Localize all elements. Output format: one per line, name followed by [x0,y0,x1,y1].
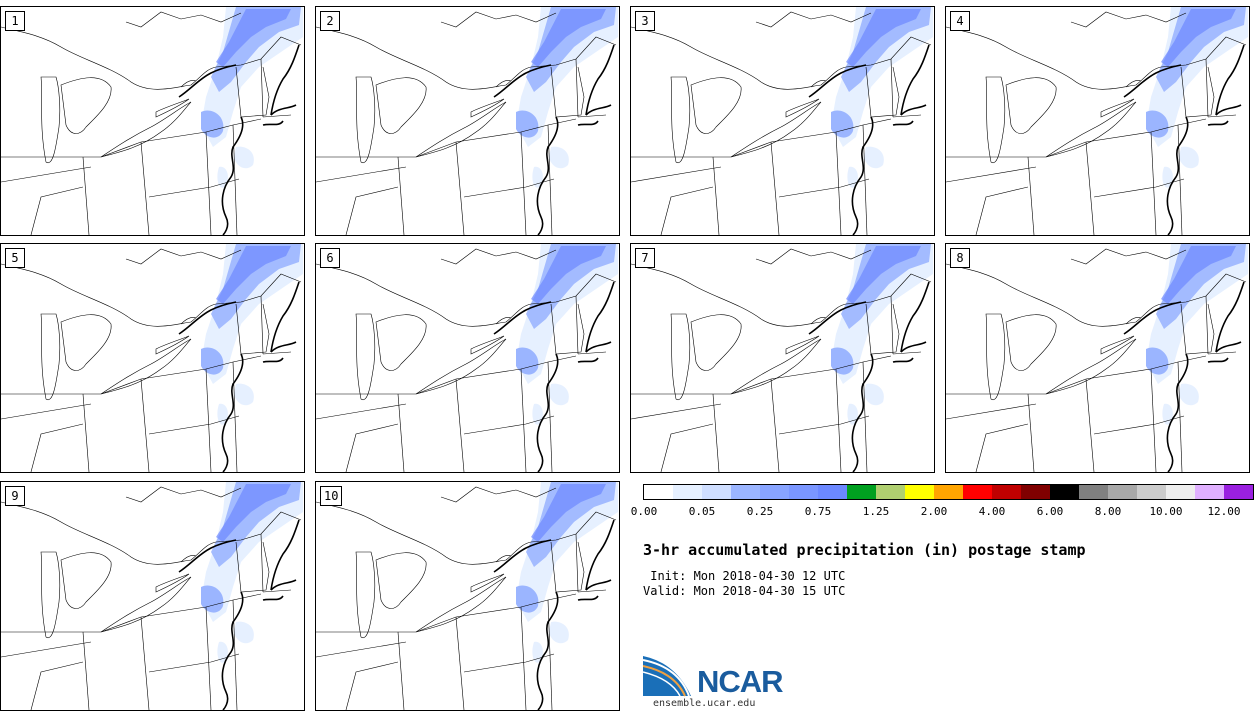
ncar-logo-text: NCAR [697,664,784,699]
map-panel: 9 [0,481,305,711]
init-time: Init: Mon 2018-04-30 12 UTC [643,569,846,583]
map-panel: 2 [315,6,620,236]
colorbar-tick-label: 10.00 [1149,505,1183,518]
map-outline [631,244,933,472]
colorbar-tick-label: 8.00 [1094,505,1122,518]
map-panel: 8 [945,243,1250,473]
member-number-label: 8 [950,248,970,268]
member-number-label: 6 [320,248,340,268]
map-outline [946,244,1248,472]
colorbar-tick-label: 0.00 [630,505,658,518]
colorbar-tick-label: 12.00 [1207,505,1241,518]
member-number-label: 2 [320,11,340,31]
colorbar-segment [1195,485,1224,499]
colorbar-segment [876,485,905,499]
map-panel: 4 [945,6,1250,236]
colorbar-segment [644,485,673,499]
colorbar-tick-label: 1.25 [862,505,890,518]
map-panel: 1 [0,6,305,236]
map-outline [1,482,303,710]
map-panel: 6 [315,243,620,473]
map-outline [1,7,303,235]
colorbar-segment [760,485,789,499]
colorbar-tick-label: 0.75 [804,505,832,518]
colorbar-tick-label: 0.05 [688,505,716,518]
colorbar-segment [789,485,818,499]
site-url: ensemble.ucar.edu [653,698,756,709]
colorbar-segment [1050,485,1079,499]
colorbar-segment [702,485,731,499]
member-number-label: 5 [5,248,25,268]
member-number-label: 9 [5,486,25,506]
map-panel: 5 [0,243,305,473]
map-panel: 10 [315,481,620,711]
colorbar-segment [1079,485,1108,499]
colorbar-segment [673,485,702,499]
map-outline [316,482,618,710]
member-number-label: 3 [635,11,655,31]
map-outline [631,7,933,235]
chart-title: 3-hr accumulated precipitation (in) post… [643,541,1086,559]
colorbar-segment [1166,485,1195,499]
map-panel: 7 [630,243,935,473]
colorbar-segment [1224,485,1253,499]
colorbar [643,484,1254,500]
map-outline [316,7,618,235]
map-panel: 3 [630,6,935,236]
colorbar-tick-label: 2.00 [920,505,948,518]
colorbar-segment [992,485,1021,499]
colorbar-tick-label: 0.25 [746,505,774,518]
map-outline [316,244,618,472]
colorbar-segment [963,485,992,499]
ncar-logo-icon [643,656,691,697]
valid-time: Valid: Mon 2018-04-30 15 UTC [643,584,846,598]
colorbar-tick-label: 4.00 [978,505,1006,518]
colorbar-segment [818,485,847,499]
colorbar-segment [1137,485,1166,499]
colorbar-segment [1021,485,1050,499]
colorbar-segment [934,485,963,499]
colorbar-segment [847,485,876,499]
map-outline [946,7,1248,235]
member-number-label: 7 [635,248,655,268]
map-outline [1,244,303,472]
colorbar-segment [731,485,760,499]
member-number-label: 4 [950,11,970,31]
colorbar-tick-label: 6.00 [1036,505,1064,518]
member-number-label: 10 [320,486,343,506]
member-number-label: 1 [5,11,25,31]
colorbar-segment [905,485,934,499]
colorbar-segment [1108,485,1137,499]
